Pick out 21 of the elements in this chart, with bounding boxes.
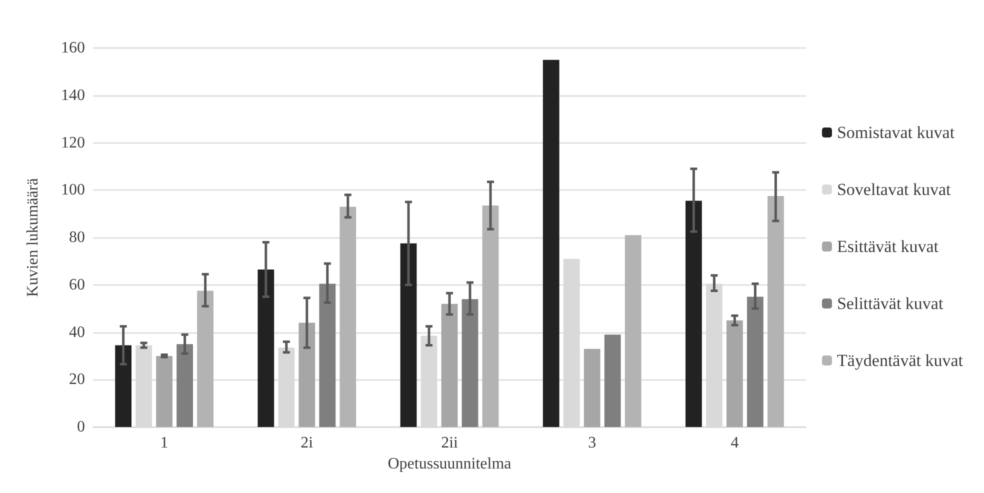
y-tick-label: 40 bbox=[69, 324, 85, 341]
y-axis-title: Kuvien lukumäärä bbox=[24, 178, 42, 297]
y-tick-label: 0 bbox=[77, 418, 85, 436]
y-tick-label: 120 bbox=[61, 134, 85, 152]
legend-label: Soveltavat kuvat bbox=[836, 180, 952, 199]
y-tick-label: 140 bbox=[61, 86, 85, 104]
x-tick-label: 4 bbox=[730, 434, 739, 452]
y-tick-label: 100 bbox=[61, 182, 85, 199]
x-tick-label: 1 bbox=[160, 434, 168, 452]
x-tick-label: 3 bbox=[588, 434, 596, 452]
legend-label: Selittävät kuvat bbox=[836, 294, 944, 313]
y-tick-label: 160 bbox=[61, 40, 85, 56]
x-tick-label: 2i bbox=[300, 434, 314, 452]
x-axis-title: Opetussuunnitelma bbox=[388, 455, 512, 472]
x-tick-label: 2ii bbox=[441, 434, 458, 452]
y-tick-label: 80 bbox=[69, 229, 85, 246]
y-tick-label: 60 bbox=[69, 276, 85, 294]
legend-label: Esittävät kuvat bbox=[836, 237, 939, 256]
legend-label: Somistavat kuvat bbox=[836, 123, 955, 142]
legend-label: Täydentävät kuvat bbox=[836, 351, 964, 370]
y-tick-label: 20 bbox=[69, 371, 85, 388]
